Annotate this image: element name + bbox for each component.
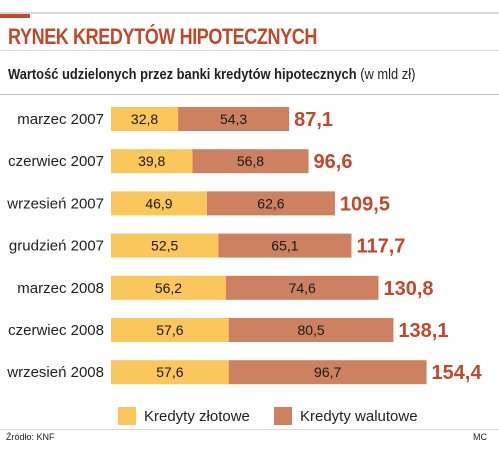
value-label-walutowe: 80,5 (297, 322, 324, 338)
total-label: 109,5 (340, 193, 390, 215)
total-label: 130,8 (383, 278, 433, 300)
credit-note: MC (473, 432, 487, 442)
value-label-zlote: 46,9 (145, 195, 172, 211)
legend-item-zlote: Kredyty złotowe (118, 407, 250, 425)
bar-zlote (111, 233, 219, 258)
bar-walutowe (228, 318, 394, 342)
value-label-zlote: 57,6 (156, 364, 183, 380)
source-note: Źródło: KNF (6, 432, 55, 442)
value-label-walutowe: 65,1 (271, 238, 298, 254)
legend-label-walutowe: Kredyty walutowe (300, 407, 418, 425)
legend: Kredyty złotowe Kredyty walutowe (0, 407, 499, 433)
bar-walutowe (178, 107, 290, 131)
value-label-walutowe: 74,6 (289, 280, 316, 296)
bar-walutowe (228, 360, 427, 385)
value-label-walutowe: 62,6 (257, 195, 284, 211)
chart-title: RYNEK KREDYTÓW HIPOTECZNYCH (8, 24, 317, 49)
category-label: wrzesień 2007 (6, 195, 104, 212)
legend-label-zlote: Kredyty złotowe (144, 407, 250, 425)
legend-swatch-walutowe (274, 407, 292, 425)
bar-walutowe (192, 149, 309, 174)
total-label: 117,7 (356, 236, 405, 258)
legend-swatch-zlote (118, 407, 136, 425)
value-label-zlote: 32,8 (131, 111, 158, 127)
value-label-zlote: 57,6 (156, 322, 183, 338)
category-label: marzec 2007 (17, 111, 104, 128)
bar-walutowe (206, 191, 335, 216)
category-label: wrzesień 2008 (6, 364, 104, 381)
value-label-zlote: 56,2 (155, 280, 182, 296)
bar-zlote (111, 191, 207, 216)
title-divider (0, 50, 499, 51)
bar-zlote (111, 360, 229, 385)
footer-rule (0, 429, 499, 430)
category-label: czerwiec 2008 (8, 322, 104, 339)
total-label: 154,4 (432, 362, 483, 384)
title-bar: RYNEK KREDYTÓW HIPOTECZNYCH (0, 12, 499, 54)
bar-walutowe (218, 233, 352, 258)
value-label-zlote: 52,5 (151, 238, 178, 254)
bar-zlote (111, 318, 229, 342)
value-label-walutowe: 54,3 (220, 111, 247, 127)
subtitle-rule (0, 94, 499, 95)
category-label: marzec 2008 (17, 280, 104, 297)
chart-subtitle: Wartość udzielonych przez banki kredytów… (8, 66, 415, 83)
value-label-zlote: 39,8 (138, 153, 165, 169)
value-label-walutowe: 96,7 (314, 364, 341, 380)
bar-zlote (111, 107, 179, 131)
total-label: 96,6 (314, 151, 353, 173)
bar-walutowe (225, 275, 379, 300)
total-label: 138,1 (398, 320, 448, 342)
subtitle-text: Wartość udzielonych przez banki kredytów… (8, 66, 357, 83)
title-accent (0, 14, 30, 18)
value-label-walutowe: 56,8 (237, 153, 264, 169)
bar-zlote (111, 149, 193, 174)
legend-item-walutowe: Kredyty walutowe (274, 407, 418, 425)
category-label: grudzień 2007 (9, 238, 104, 255)
total-label: 87,1 (294, 109, 333, 131)
bar-zlote (111, 275, 226, 300)
unit-text: (w mld zł) (360, 66, 416, 83)
category-label: czerwiec 2007 (8, 153, 104, 170)
